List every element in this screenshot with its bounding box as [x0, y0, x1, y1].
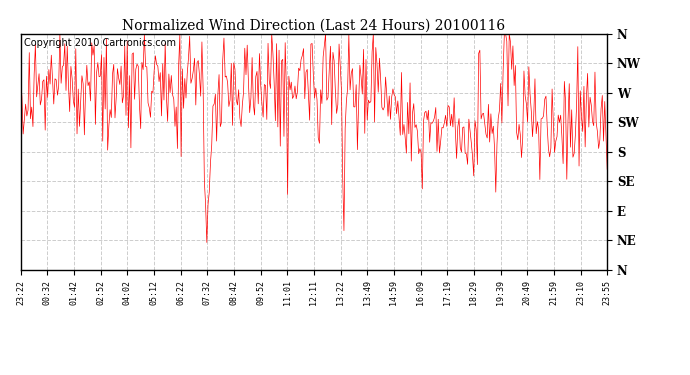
Title: Normalized Wind Direction (Last 24 Hours) 20100116: Normalized Wind Direction (Last 24 Hours…: [122, 19, 506, 33]
Text: Copyright 2010 Cartronics.com: Copyright 2010 Cartronics.com: [23, 39, 176, 48]
